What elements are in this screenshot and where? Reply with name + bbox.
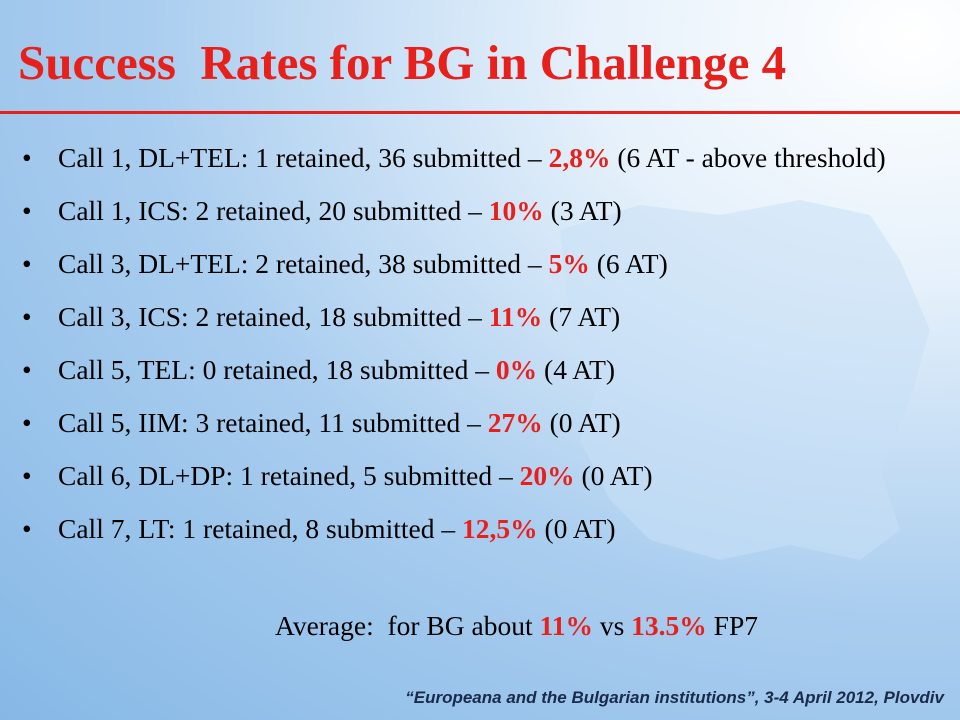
bullet-item: Call 3, ICS: 2 retained, 18 submitted – …	[22, 297, 942, 337]
average-text: Average: for BG about	[275, 610, 540, 641]
average-line: Average: for BG about 11% vs 13.5% FP7	[275, 610, 758, 642]
average-text: FP7	[706, 610, 759, 641]
bullet-rate: 0%	[495, 354, 538, 385]
bullet-text: (3 AT)	[543, 195, 622, 226]
average-fp7: 13.5%	[631, 610, 707, 641]
bullet-text: Call 1, ICS: 2 retained, 20 submitted –	[58, 195, 489, 226]
bullet-text: (0 AT)	[537, 513, 616, 544]
bullet-text: (6 AT)	[589, 248, 668, 279]
bullet-text: Call 5, IIM: 3 retained, 11 submitted –	[58, 407, 488, 438]
bullet-rate: 12,5%	[461, 513, 538, 544]
bullet-text: (7 AT)	[542, 301, 621, 332]
bullet-rate: 10%	[488, 195, 544, 226]
bullet-text: (4 AT)	[537, 354, 616, 385]
bullet-rate: 11%	[488, 301, 543, 332]
bullet-text: Call 1, DL+TEL: 1 retained, 36 submitted…	[58, 142, 549, 173]
footer: “Europeana and the Bulgarian institution…	[405, 688, 944, 707]
average-bg: 11%	[539, 610, 593, 641]
bullet-rate: 2,8%	[548, 142, 611, 173]
bullet-list: Call 1, DL+TEL: 1 retained, 36 submitted…	[22, 138, 942, 562]
bullet-text: Call 6, DL+DP: 1 retained, 5 submitted –	[58, 460, 520, 491]
bullet-text: Call 7, LT: 1 retained, 8 submitted –	[58, 513, 462, 544]
bullet-item: Call 6, DL+DP: 1 retained, 5 submitted –…	[22, 456, 942, 496]
bullet-item: Call 5, IIM: 3 retained, 11 submitted – …	[22, 403, 942, 443]
bullet-item: Call 1, DL+TEL: 1 retained, 36 submitted…	[22, 138, 942, 178]
bullet-text: Call 3, DL+TEL: 2 retained, 38 submitted…	[58, 248, 549, 279]
title-rule	[0, 111, 960, 114]
bullet-item: Call 1, ICS: 2 retained, 20 submitted – …	[22, 191, 942, 231]
bullet-item: Call 7, LT: 1 retained, 8 submitted – 12…	[22, 509, 942, 549]
bullet-rate: 27%	[487, 407, 543, 438]
bullet-text: (0 AT)	[542, 407, 621, 438]
bullet-item: Call 5, TEL: 0 retained, 18 submitted – …	[22, 350, 942, 390]
bullet-text: Call 3, ICS: 2 retained, 18 submitted –	[58, 301, 489, 332]
slide-title: Success Rates for BG in Challenge 4	[18, 35, 787, 90]
bullet-item: Call 3, DL+TEL: 2 retained, 38 submitted…	[22, 244, 942, 284]
bullet-text: (0 AT)	[574, 460, 653, 491]
average-text: vs	[592, 610, 632, 641]
bullet-text: Call 5, TEL: 0 retained, 18 submitted –	[58, 354, 496, 385]
bullet-text: (6 AT - above threshold)	[610, 142, 886, 173]
bullet-rate: 5%	[548, 248, 590, 279]
bullet-rate: 20%	[519, 460, 575, 491]
